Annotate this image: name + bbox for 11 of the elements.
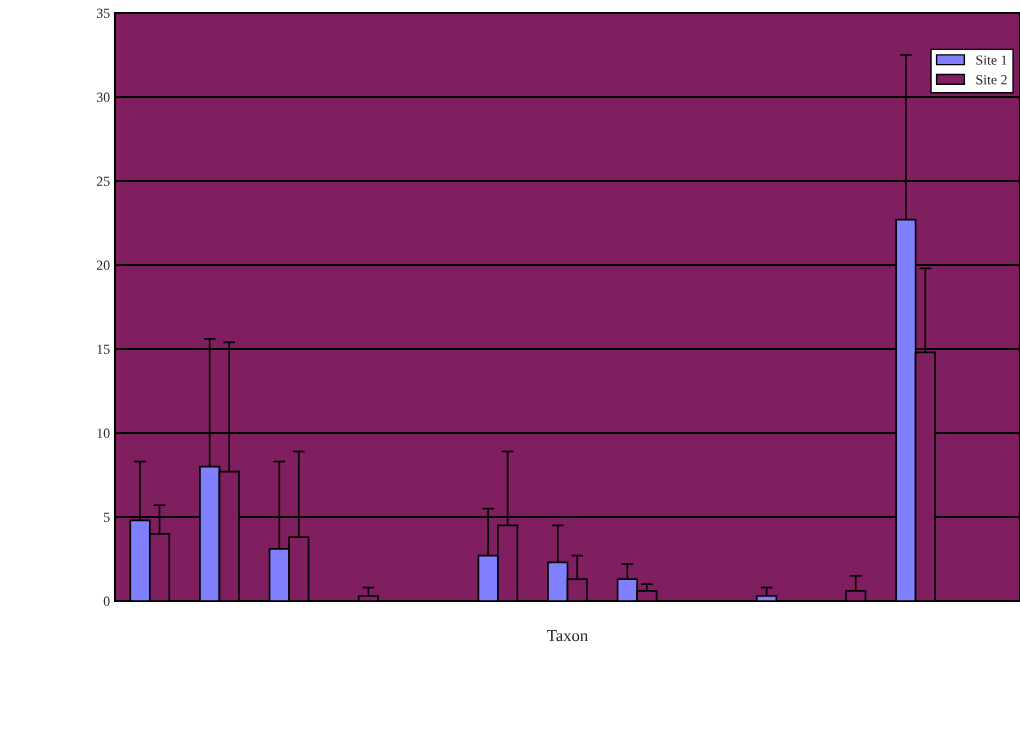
legend-label: Site 1 bbox=[976, 55, 1007, 65]
legend-label: Site 2 bbox=[976, 75, 1007, 85]
y-tick-label: 20 bbox=[96, 260, 110, 270]
y-tick-label: 0 bbox=[103, 596, 110, 606]
y-tick-label: 15 bbox=[97, 344, 110, 354]
y-tick-label: 25 bbox=[96, 176, 110, 186]
y-tick-label: 30 bbox=[96, 92, 110, 102]
y-tick-label: 35 bbox=[96, 8, 110, 18]
x-axis-title: Taxon bbox=[547, 630, 588, 642]
y-tick-label: 5 bbox=[104, 512, 110, 522]
y-tick-label: 10 bbox=[97, 428, 110, 438]
